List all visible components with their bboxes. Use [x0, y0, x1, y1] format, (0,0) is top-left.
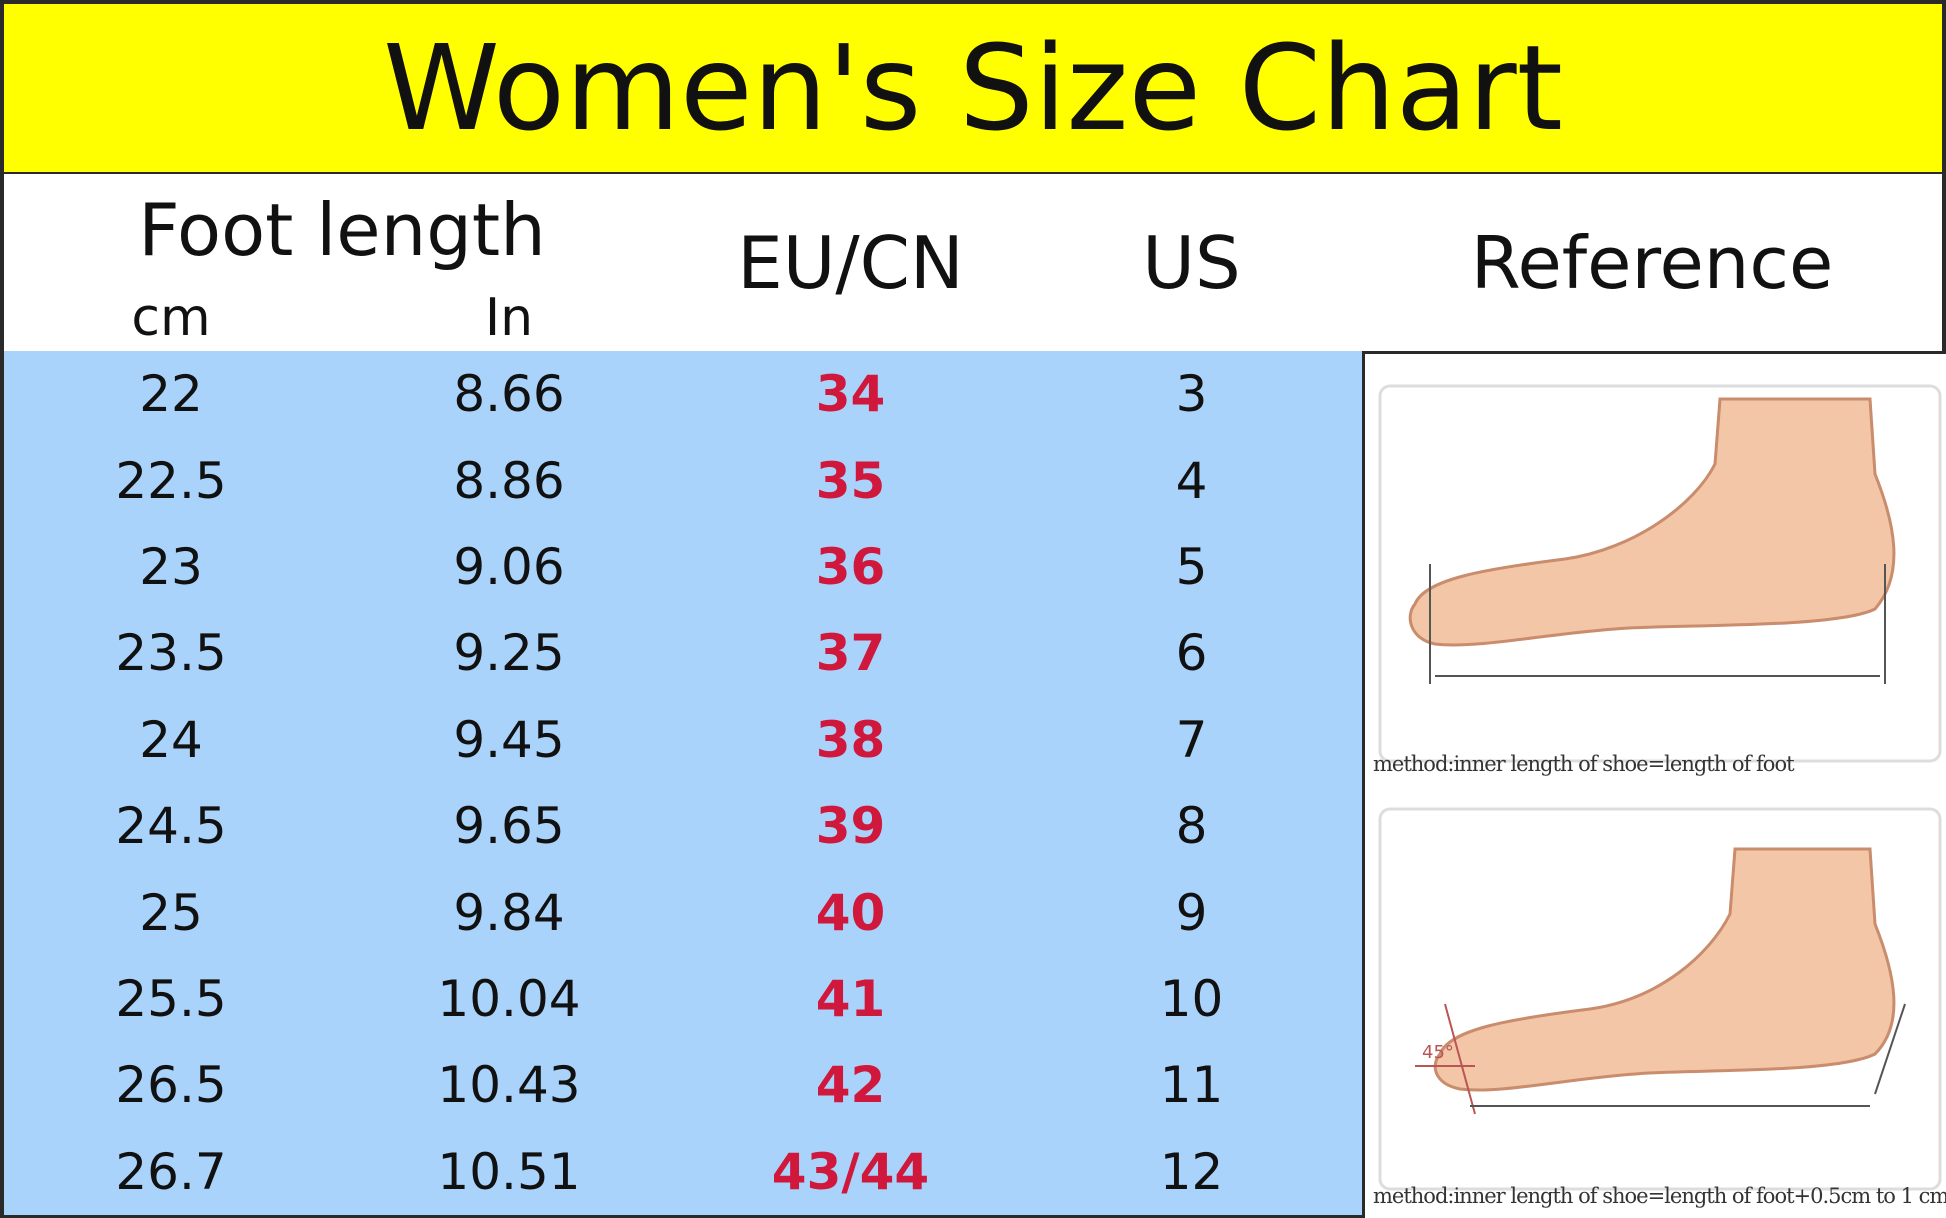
us-size: 6	[1021, 610, 1365, 700]
cm-value: 24	[0, 696, 341, 786]
eu-cn-size: 38	[680, 696, 1024, 786]
angle-label: 45°	[1422, 1042, 1454, 1063]
us-size: 11	[1021, 1042, 1365, 1132]
us-size: 12	[1021, 1128, 1365, 1218]
in-value: 9.84	[338, 869, 683, 959]
cm-value: 23	[0, 523, 341, 614]
eu-cn-size: 37	[680, 610, 1024, 700]
cm-value: 23.5	[0, 610, 341, 700]
us-size: 9	[1021, 869, 1365, 959]
header-foot-length: Foot length	[0, 174, 683, 288]
chart-title: Women's Size Chart	[0, 0, 1946, 176]
header-eu-cn: EU/CN	[680, 174, 1024, 354]
in-value: 8.66	[338, 351, 683, 441]
eu-cn-size: 36	[680, 523, 1024, 614]
reference-caption: method:inner length of shoe=length of fo…	[1373, 752, 1795, 776]
in-value: 9.45	[338, 696, 683, 786]
in-value: 10.04	[338, 955, 683, 1046]
cm-value: 24.5	[0, 783, 341, 873]
eu-cn-size: 39	[680, 783, 1024, 873]
eu-cn-size: 40	[680, 869, 1024, 959]
us-size: 5	[1021, 523, 1365, 614]
in-value: 10.43	[338, 1042, 683, 1132]
foot-figure-1	[1378, 384, 1942, 763]
us-size: 8	[1021, 783, 1365, 873]
cm-value: 25	[0, 869, 341, 959]
in-value: 9.06	[338, 523, 683, 614]
in-value: 10.51	[338, 1128, 683, 1218]
in-value: 9.25	[338, 610, 683, 700]
us-size: 3	[1021, 351, 1365, 441]
cm-value: 22	[0, 351, 341, 441]
in-value: 8.86	[338, 437, 683, 527]
foot-figure-2: 45°	[1378, 807, 1942, 1191]
us-size: 4	[1021, 437, 1365, 527]
header-cm: cm	[0, 285, 341, 354]
eu-cn-size: 35	[680, 437, 1024, 527]
cm-value: 25.5	[0, 955, 341, 1046]
header-in: In	[338, 285, 683, 354]
cm-value: 26.7	[0, 1128, 341, 1218]
eu-cn-size: 42	[680, 1042, 1024, 1132]
header-reference: Reference	[1362, 174, 1946, 354]
eu-cn-size: 41	[680, 955, 1024, 1046]
reference-caption: method:inner length of shoe=length of fo…	[1373, 1184, 1946, 1208]
us-size: 7	[1021, 696, 1365, 786]
reference-illustration: 45°	[1378, 384, 1942, 1191]
us-size: 10	[1021, 955, 1365, 1046]
cm-value: 22.5	[0, 437, 341, 527]
cm-value: 26.5	[0, 1042, 341, 1132]
header-us: US	[1021, 174, 1365, 354]
in-value: 9.65	[338, 783, 683, 873]
eu-cn-size: 34	[680, 351, 1024, 441]
eu-cn-size: 43/44	[680, 1128, 1024, 1218]
